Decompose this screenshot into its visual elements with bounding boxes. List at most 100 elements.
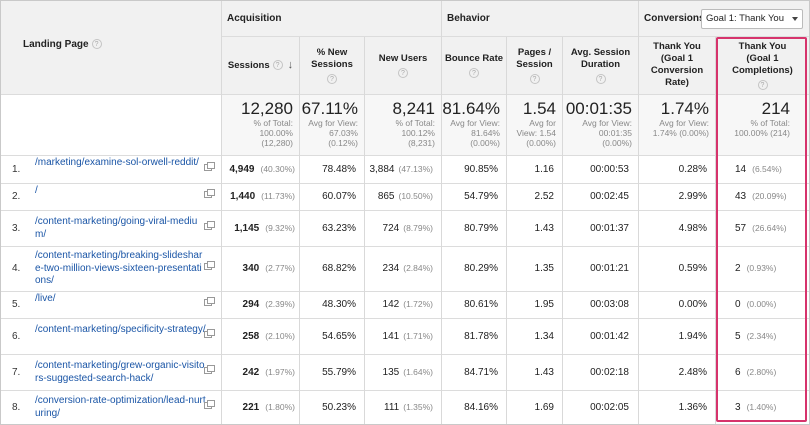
landing-page-link[interactable]: /content-marketing/grew-organic-visitors… bbox=[35, 360, 205, 384]
help-icon[interactable]: ? bbox=[91, 39, 102, 50]
landing-page-link[interactable]: /content-marketing/breaking-slideshare-t… bbox=[35, 250, 203, 287]
total-sessions: 12,280 % of Total: 100.00% (12,280) bbox=[222, 95, 299, 155]
conv-rate-header[interactable]: Thank You (Goal 1 Conversion Rate) bbox=[639, 37, 715, 93]
new-users-percent: (47.13%) bbox=[398, 163, 434, 174]
total-value: 1.54 bbox=[522, 99, 556, 118]
pages-session-value: 1.35 bbox=[534, 263, 554, 274]
landing-page-link[interactable]: /conversion-rate-optimization/lead-nurtu… bbox=[35, 395, 206, 419]
completions-header[interactable]: Thank You (Goal 1 Completions) ? bbox=[716, 37, 809, 93]
completions-percent: (20.09%) bbox=[752, 191, 787, 201]
bounce-rate-value: 84.16% bbox=[464, 401, 498, 413]
completions-cell: 0 (0.00%) bbox=[735, 299, 776, 310]
help-icon[interactable]: ? bbox=[327, 73, 337, 84]
total-sub: Avg for View: bbox=[308, 118, 358, 128]
landing-page-link[interactable]: /live/ bbox=[35, 292, 56, 304]
completions-header-line1: Thank You bbox=[738, 40, 787, 52]
total-sub: 81.64% bbox=[471, 128, 500, 138]
open-in-new-window-icon[interactable] bbox=[204, 220, 215, 230]
help-icon[interactable]: ? bbox=[529, 73, 540, 84]
avg-duration-header[interactable]: Avg. Session Duration ? bbox=[563, 37, 638, 93]
sessions-cell: 221 (1.80%) bbox=[243, 402, 295, 413]
conv-rate-value: 0.00% bbox=[678, 299, 707, 310]
sessions-cell: 1,440 (11.73%) bbox=[230, 191, 295, 202]
avg-duration-value: 00:01:21 bbox=[590, 263, 629, 274]
sessions-cell: 294 (2.39%) bbox=[243, 299, 295, 310]
landing-page-link[interactable]: /content-marketing/specificity-strategy/ bbox=[35, 324, 206, 335]
total-sub: Avg for View: bbox=[450, 118, 500, 128]
completions-value: 43 bbox=[735, 191, 747, 202]
new-sessions-header[interactable]: % New Sessions ? bbox=[300, 37, 364, 93]
completions-cell: 43 (20.09%) bbox=[735, 191, 787, 202]
bounce-rate-value: 80.29% bbox=[464, 263, 498, 274]
goal-select-dropdown[interactable]: Goal 1: Thank You bbox=[701, 9, 803, 29]
total-sub: 100.00% (214) bbox=[734, 128, 790, 138]
pages-session-value: 1.69 bbox=[534, 401, 554, 413]
open-in-new-window-icon[interactable] bbox=[204, 261, 215, 270]
bounce-rate-value: 80.61% bbox=[464, 299, 498, 310]
total-sub: 100.12% bbox=[401, 128, 435, 138]
completions-cell: 57 (26.64%) bbox=[735, 223, 787, 234]
sessions-percent: (9.32%) bbox=[265, 222, 295, 233]
total-avg-duration: 00:01:35 Avg for View: 00:01:35 (0.00%) bbox=[563, 95, 638, 155]
avg-duration-value: 00:03:08 bbox=[590, 299, 629, 310]
total-sub: % of Total: bbox=[750, 118, 790, 128]
new-users-percent: (1.72%) bbox=[403, 299, 433, 309]
completions-value: 3 bbox=[735, 401, 741, 413]
new-users-value: 3,884 bbox=[369, 163, 395, 175]
bounce-rate-value: 90.85% bbox=[464, 163, 498, 175]
help-icon[interactable]: ? bbox=[272, 59, 283, 70]
help-icon[interactable]: ? bbox=[469, 67, 479, 78]
open-in-new-window-icon[interactable] bbox=[204, 161, 215, 171]
landing-page-header[interactable]: Landing Page? bbox=[23, 39, 102, 53]
completions-cell: 5 (2.34%) bbox=[735, 331, 776, 342]
avg-duration-value: 00:00:53 bbox=[590, 163, 629, 175]
open-in-new-window-icon[interactable] bbox=[204, 364, 215, 374]
pages-session-header[interactable]: Pages / Session ? bbox=[507, 37, 562, 93]
group-behavior: Behavior bbox=[447, 13, 490, 24]
open-in-new-window-icon[interactable] bbox=[204, 399, 215, 409]
pages-session-value: 1.16 bbox=[534, 163, 554, 175]
bounce-rate-value: 84.71% bbox=[464, 366, 498, 378]
completions-percent: (1.40%) bbox=[746, 401, 777, 412]
new-sessions-value: 48.30% bbox=[322, 299, 356, 310]
conv-rate-header-line4: Rate) bbox=[665, 77, 689, 88]
open-in-new-window-icon[interactable] bbox=[204, 297, 215, 306]
help-icon[interactable]: ? bbox=[595, 73, 606, 84]
open-in-new-window-icon[interactable] bbox=[204, 328, 215, 338]
completions-percent: (2.80%) bbox=[746, 366, 777, 377]
row-number: 8. bbox=[12, 401, 21, 413]
total-sub: Avg for bbox=[529, 118, 556, 128]
help-icon[interactable]: ? bbox=[398, 67, 408, 78]
new-users-value: 724 bbox=[382, 222, 400, 234]
completions-value: 6 bbox=[735, 366, 741, 378]
sessions-cell: 258 (2.10%) bbox=[243, 331, 295, 342]
new-users-cell: 141 (1.71%) bbox=[383, 331, 433, 342]
new-users-header[interactable]: New Users ? bbox=[365, 37, 441, 93]
bounce-rate-value: 54.79% bbox=[464, 191, 498, 202]
total-sub: (12,280) bbox=[261, 138, 293, 148]
conv-rate-value: 4.98% bbox=[678, 222, 707, 234]
new-users-percent: (2.84%) bbox=[403, 263, 433, 273]
landing-page-link[interactable]: /content-marketing/going-viral-medium/ bbox=[35, 216, 198, 240]
help-icon[interactable]: ? bbox=[757, 79, 768, 90]
sessions-header[interactable]: Sessions? ↓ bbox=[222, 37, 299, 93]
sessions-value: 221 bbox=[242, 401, 260, 413]
completions-percent: (0.93%) bbox=[746, 263, 777, 273]
sessions-percent: (2.10%) bbox=[265, 330, 295, 341]
landing-page-link[interactable]: /marketing/examine-sol-orwell-reddit/ bbox=[35, 157, 199, 168]
sort-down-arrow-icon[interactable]: ↓ bbox=[287, 58, 294, 71]
new-sessions-value: 54.65% bbox=[322, 330, 356, 342]
open-in-new-window-icon[interactable] bbox=[204, 189, 215, 198]
bounce-rate-header[interactable]: Bounce Rate ? bbox=[442, 37, 506, 93]
group-conversions: Conversions bbox=[644, 13, 705, 24]
row-number: 3. bbox=[12, 222, 21, 234]
new-users-percent: (1.64%) bbox=[403, 366, 433, 377]
pages-session-header-line2: Session bbox=[516, 58, 553, 70]
landing-page-link[interactable]: / bbox=[35, 184, 38, 196]
completions-value: 0 bbox=[735, 299, 741, 310]
conv-rate-header-line2: (Goal 1 bbox=[660, 53, 694, 64]
total-sub: 67.03% bbox=[329, 128, 358, 138]
caret-down-icon bbox=[792, 17, 798, 21]
row-number: 2. bbox=[12, 191, 21, 202]
conv-rate-value: 0.28% bbox=[678, 163, 707, 175]
